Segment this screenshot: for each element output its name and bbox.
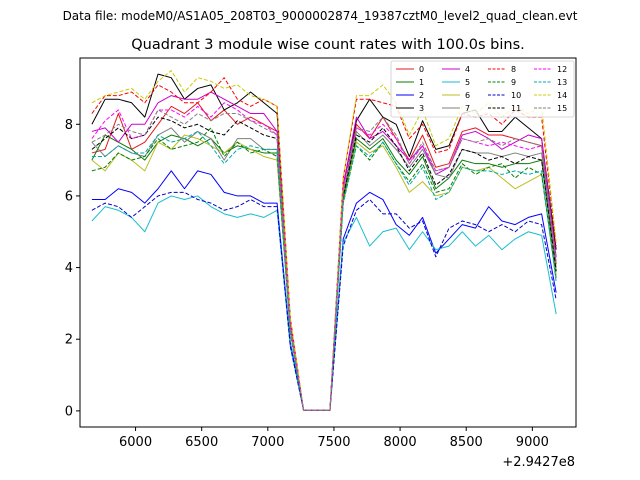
legend-label-12: 12 xyxy=(557,65,567,74)
axes-frame xyxy=(79,57,577,428)
y-tick-label: 4 xyxy=(65,261,73,276)
legend-label-14: 14 xyxy=(557,91,567,100)
series-line-15 xyxy=(91,109,557,411)
y-tick-label: 2 xyxy=(65,333,73,348)
legend-label-10: 10 xyxy=(511,91,521,100)
series-layer xyxy=(91,70,557,411)
y-axis: 0 2 4 6 8 xyxy=(65,118,80,419)
x-tick-label: 6000 xyxy=(119,435,152,450)
x-tick-label: 7000 xyxy=(251,435,284,450)
series-line-10 xyxy=(91,191,557,411)
legend-label-6: 6 xyxy=(465,91,470,100)
legend-label-0: 0 xyxy=(419,65,424,74)
series-line-9 xyxy=(91,127,557,411)
legend-label-4: 4 xyxy=(465,65,470,74)
series-line-13 xyxy=(91,130,557,411)
x-tick-label: 6500 xyxy=(185,435,218,450)
series-line-2 xyxy=(91,170,557,411)
series-line-14 xyxy=(91,70,557,411)
series-line-6 xyxy=(91,134,557,411)
series-line-5 xyxy=(91,195,557,411)
x-offset-label: +2.9427e8 xyxy=(502,455,575,470)
chart-title: Quadrant 3 module wise count rates with … xyxy=(131,37,525,53)
legend-label-7: 7 xyxy=(465,104,470,113)
legend-label-8: 8 xyxy=(511,65,516,74)
series-line-0 xyxy=(91,102,557,411)
legend-label-15: 15 xyxy=(557,104,567,113)
legend-label-11: 11 xyxy=(511,104,521,113)
y-tick-label: 8 xyxy=(65,118,73,133)
y-tick-label: 6 xyxy=(65,189,73,204)
x-tick-label: 9000 xyxy=(516,435,549,450)
file-caption: Data file: modeM0/AS1A05_208T03_90000028… xyxy=(63,9,578,23)
legend-label-2: 2 xyxy=(419,91,424,100)
x-tick-label: 7500 xyxy=(317,435,350,450)
legend-label-5: 5 xyxy=(465,78,470,87)
x-tick-label: 8500 xyxy=(450,435,483,450)
x-axis: 6000 6500 7000 7500 8000 8500 9000 xyxy=(119,427,549,450)
y-tick-label: 0 xyxy=(65,404,73,419)
legend-box xyxy=(390,60,575,118)
series-line-1 xyxy=(91,134,557,411)
legend-label-3: 3 xyxy=(419,104,424,113)
series-line-12 xyxy=(91,102,557,411)
x-tick-label: 8000 xyxy=(384,435,417,450)
series-line-7 xyxy=(91,127,557,411)
legend-label-9: 9 xyxy=(511,78,516,87)
legend-label-1: 1 xyxy=(419,78,424,87)
series-line-3 xyxy=(91,73,557,411)
series-line-11 xyxy=(91,116,557,411)
legend-label-13: 13 xyxy=(557,78,567,87)
